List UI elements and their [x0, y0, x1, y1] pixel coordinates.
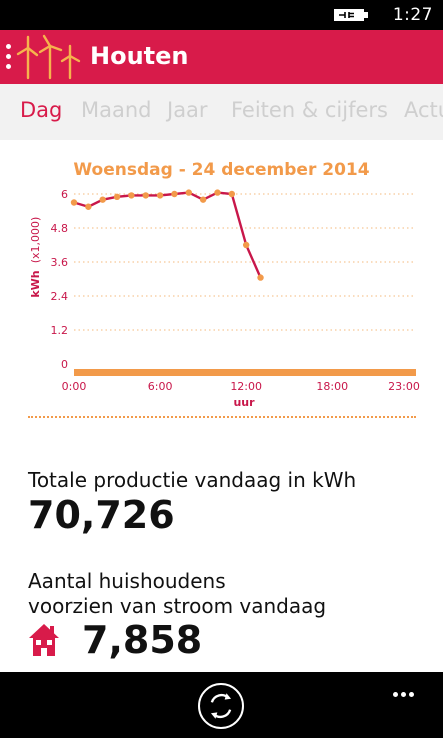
data-point	[128, 192, 135, 199]
status-bar: 1:27	[0, 0, 443, 30]
x-tick-label: 23:00	[388, 380, 420, 393]
x-tick-label: 6:00	[148, 380, 173, 393]
y-tick-label: 0	[61, 358, 68, 371]
data-point	[185, 189, 192, 196]
tab-jaar[interactable]: Jaar	[167, 98, 208, 122]
households-value: 7,858	[82, 618, 203, 662]
x-axis-label: uur	[233, 396, 255, 409]
y-axis-ticks: 6 4.8 3.6 2.4 1.2 0	[51, 188, 69, 371]
data-point	[113, 193, 121, 201]
x-tick-label: 12:00	[230, 380, 262, 393]
menu-dots-icon[interactable]	[4, 44, 14, 72]
tab-dag[interactable]: Dag	[20, 98, 63, 122]
app-bar	[0, 672, 443, 738]
page-title: Houten	[90, 42, 189, 70]
data-point	[242, 241, 250, 249]
house-icon	[29, 624, 59, 656]
data-point	[171, 190, 178, 198]
production-value: 70,726	[28, 493, 175, 537]
production-label: Totale productie vandaag in kWh	[28, 468, 357, 492]
x-axis-ticks: 0:00 6:00 12:00 18:00 23:00	[62, 380, 420, 393]
chart-grid	[74, 193, 416, 331]
tab-feiten-cijfers[interactable]: Feiten & cijfers	[231, 98, 388, 122]
y-tick-label: 2.4	[51, 290, 69, 303]
x-axis-bar	[74, 369, 416, 376]
x-tick-label: 0:00	[62, 380, 87, 393]
more-icon[interactable]	[393, 682, 423, 697]
tab-actu[interactable]: Actu	[404, 98, 443, 122]
series-line	[73, 191, 262, 279]
households-label-line2: voorzien van stroom vandaag	[28, 594, 327, 618]
y-axis-unit: (x1,000)	[29, 217, 42, 264]
data-point	[199, 196, 207, 203]
data-point	[142, 192, 149, 199]
data-point	[257, 274, 264, 281]
y-axis-label: kWh	[29, 270, 42, 297]
production-chart: 6 4.8 3.6 2.4 1.2 0 0:00 6:00 12:00 18:00 23:00 k…	[29, 188, 420, 409]
data-point	[156, 192, 164, 199]
data-point	[214, 189, 221, 196]
sync-icon[interactable]	[198, 683, 244, 729]
tab-maand[interactable]: Maand	[81, 98, 152, 122]
clock: 1:27	[392, 5, 433, 25]
y-tick-label: 3.6	[51, 256, 69, 269]
data-point	[70, 199, 78, 206]
series-points	[70, 189, 264, 281]
header-bar: Houten	[0, 30, 443, 84]
windmills-icon	[16, 34, 81, 80]
tab-strip: Dag Maand Jaar Feiten & cijfers Actu	[0, 84, 443, 140]
x-tick-label: 18:00	[316, 380, 348, 393]
y-tick-label: 4.8	[51, 222, 69, 235]
data-point	[99, 196, 106, 203]
data-point	[228, 190, 236, 198]
battery-charging-icon	[334, 9, 368, 21]
chart-title: Woensdag - 24 december 2014	[73, 160, 370, 180]
households-label-line1: Aantal huishoudens	[28, 569, 226, 593]
y-tick-label: 1.2	[51, 324, 69, 337]
data-point	[85, 203, 92, 210]
divider	[28, 416, 416, 418]
households-label: Aantal huishoudens voorzien van stroom v…	[28, 569, 326, 619]
y-tick-label: 6	[61, 188, 68, 201]
